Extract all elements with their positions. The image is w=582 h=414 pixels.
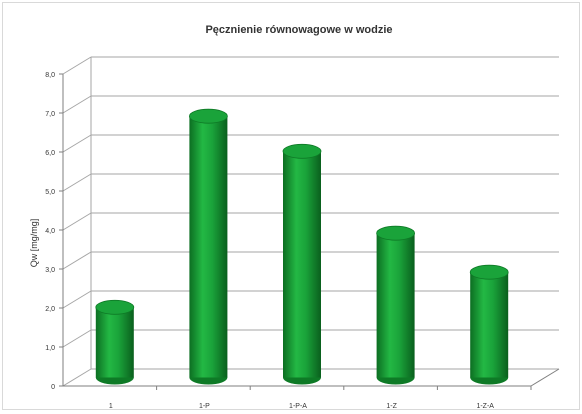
bar [282, 143, 322, 385]
bar-top [282, 143, 322, 159]
gridline-diagonal [62, 329, 92, 348]
gridline-diagonal [62, 290, 92, 309]
bar-top [376, 225, 416, 241]
gridline-diagonal [62, 173, 92, 192]
x-tick-label: 1-Z-A [476, 403, 494, 409]
bar-layer [95, 108, 509, 385]
bar [188, 108, 228, 385]
x-tick-label: 1-Z [386, 403, 397, 409]
bar [376, 225, 416, 385]
bar-body [283, 151, 321, 378]
gridline-diagonal [62, 368, 92, 387]
y-tick-label: 8,0 [45, 72, 55, 79]
bar-body [95, 307, 134, 378]
y-tick-layer: 0 1,0 2,0 3,0 4,0 5,0 6,0 7,0 8,0 [45, 72, 63, 391]
x-tick-label: 1 [109, 403, 113, 409]
y-tick-label: 7,0 [45, 111, 55, 118]
bar [95, 299, 135, 385]
chart-frame: Pęcznienie równowagowe w wodzie Qw [mg/m… [2, 2, 580, 410]
x-tick-label: 1-P-A [289, 403, 307, 409]
y-tick-label: 4,0 [45, 228, 55, 235]
y-tick-label: 6,0 [45, 150, 55, 157]
bar-body [189, 116, 228, 378]
grid-layer [62, 56, 560, 387]
gridline-diagonal [62, 95, 92, 114]
bar-body [470, 272, 509, 378]
gridline-diagonal [62, 251, 92, 270]
y-tick-label: 0 [51, 384, 55, 391]
bar-body [376, 233, 415, 378]
x-tick-layer: 1 1-P 1-P-A 1-Z 1-Z-A [109, 386, 532, 410]
gridline-diagonal [62, 212, 92, 231]
bar [469, 264, 509, 385]
gridline-diagonal [62, 56, 92, 75]
y-tick-label: 2,0 [45, 306, 55, 313]
gridline-diagonal [62, 134, 92, 153]
bar-top [95, 299, 135, 315]
bar-chart: Pęcznienie równowagowe w wodzie Qw [mg/m… [29, 24, 560, 410]
y-tick-label: 5,0 [45, 189, 55, 196]
bar-top [188, 108, 228, 124]
x-tick-label: 1-P [199, 403, 210, 409]
y-tick-label: 3,0 [45, 267, 55, 274]
y-axis-label: Qw [mg/mg] [29, 219, 39, 268]
y-tick-label: 1,0 [45, 345, 55, 352]
bar-top [469, 264, 509, 280]
chart-title: Pęcznienie równowagowe w wodzie [205, 24, 392, 36]
floor-side-edge [530, 368, 560, 387]
